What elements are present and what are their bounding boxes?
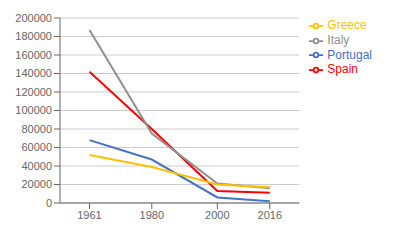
svg-text:180000: 180000 <box>15 30 52 42</box>
html-text:Portugal: Portugal <box>327 47 372 62</box>
svg-text:2000: 2000 <box>205 209 229 221</box>
svg-text:20000: 20000 <box>21 178 52 190</box>
html-text:Italy: Italy <box>327 32 350 47</box>
svg-text:0: 0 <box>46 197 52 209</box>
svg-text:120000: 120000 <box>15 86 52 98</box>
svg-text:1980: 1980 <box>140 209 164 221</box>
svg-text:140000: 140000 <box>15 67 52 79</box>
svg-text:200000: 200000 <box>15 12 52 24</box>
svg-text:2016: 2016 <box>258 209 282 221</box>
html-text:Spain: Spain <box>327 62 358 77</box>
svg-text:160000: 160000 <box>15 49 52 61</box>
svg-text:1961: 1961 <box>77 209 101 221</box>
html-text:Greece: Greece <box>327 18 367 32</box>
svg-text:40000: 40000 <box>21 160 52 172</box>
svg-text:80000: 80000 <box>21 123 52 135</box>
svg-text:60000: 60000 <box>21 141 52 153</box>
svg-text:100000: 100000 <box>15 104 52 116</box>
